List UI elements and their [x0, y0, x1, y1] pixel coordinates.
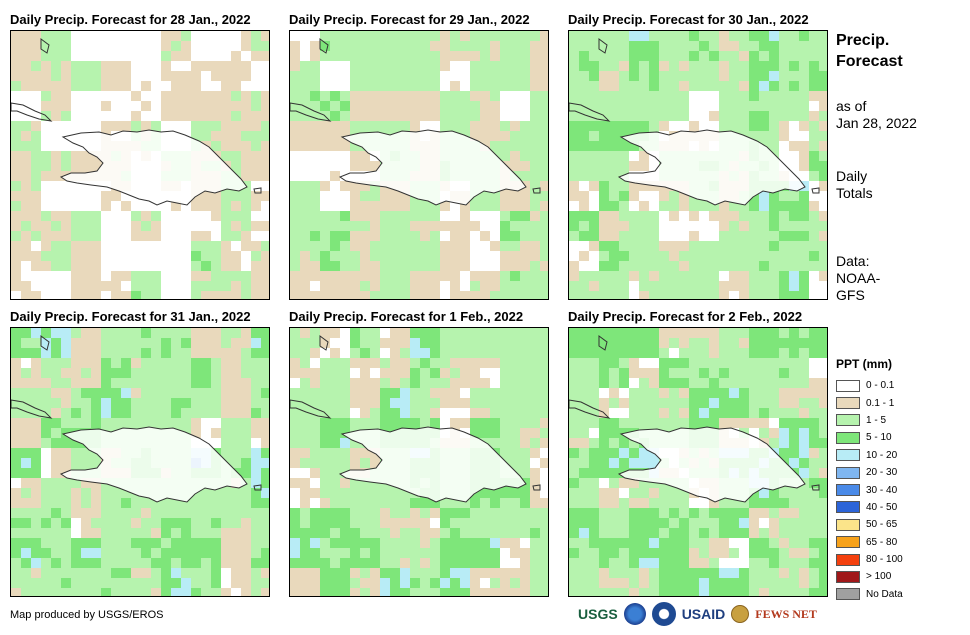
legend-item: 30 - 40 [836, 481, 903, 498]
legend-item: 10 - 20 [836, 447, 903, 464]
panel-title-6: Daily Precip. Forecast for 2 Feb., 2022 [568, 309, 803, 324]
legend-item: 65 - 80 [836, 534, 903, 551]
totals-note: Daily Totals [836, 168, 873, 202]
legend-item: 1 - 5 [836, 412, 903, 429]
legend-item: 40 - 50 [836, 499, 903, 516]
legend-swatch [836, 484, 860, 497]
legend-label: No Data [866, 588, 903, 600]
legend-item: 20 - 30 [836, 464, 903, 481]
legend-swatch [836, 414, 860, 427]
legend-item: 80 - 100 [836, 551, 903, 568]
legend-label: 30 - 40 [866, 484, 898, 496]
map-title: Precip. Forecast [836, 30, 903, 72]
legend-swatch [836, 379, 860, 392]
usaid-logo: USAID [681, 606, 726, 622]
legend-swatch [836, 466, 860, 479]
legend-title: PPT (mm) [836, 357, 893, 371]
legend-item: 50 - 65 [836, 516, 903, 533]
legend-swatch [836, 570, 860, 583]
forecast-map-1 [10, 30, 270, 300]
legend-label: 65 - 80 [866, 536, 898, 548]
legend-item: No Data [836, 586, 903, 603]
legend-label: 40 - 50 [866, 501, 898, 513]
usaid-seal-icon [651, 602, 676, 626]
panel-title-3: Daily Precip. Forecast for 30 Jan., 2022 [568, 12, 809, 27]
legend-swatch [836, 588, 860, 601]
map-title-line2: Forecast [836, 53, 903, 70]
fewsnet-logo: FEWS NET [755, 606, 817, 621]
legend-swatch [836, 397, 860, 410]
legend-item: 0.1 - 1 [836, 394, 903, 411]
legend-label: 1 - 5 [866, 414, 887, 426]
fewsnet-globe-icon [731, 605, 750, 623]
forecast-map-2 [289, 30, 549, 300]
legend-label: 10 - 20 [866, 449, 898, 461]
credit-text: Map produced by USGS/EROS [10, 609, 164, 621]
legend-swatch [836, 553, 860, 566]
totals-line2: Totals [836, 185, 873, 201]
totals-line1: Daily [836, 168, 868, 184]
legend-swatch [836, 431, 860, 444]
logo-strip: USGS USAID FEWS NET [578, 602, 817, 626]
legend: PPT (mm) 0 - 0.1 0.1 - 1 1 - 5 5 - 10 10 - 2… [836, 357, 903, 603]
usgs-logo: USGS [578, 606, 618, 622]
forecast-map-3 [568, 30, 828, 300]
legend-swatch [836, 536, 860, 549]
legend-label: 0.1 - 1 [866, 397, 895, 409]
panel-title-4: Daily Precip. Forecast for 31 Jan., 2022 [10, 309, 251, 324]
legend-swatch [836, 501, 860, 514]
panel-title-5: Daily Precip. Forecast for 1 Feb., 2022 [289, 309, 524, 324]
data-source-line1: Data: [836, 253, 870, 269]
legend-label: 50 - 65 [866, 519, 898, 531]
panel-title-1: Daily Precip. Forecast for 28 Jan., 2022 [10, 12, 251, 27]
legend-label: 80 - 100 [866, 554, 903, 566]
legend-label: 20 - 30 [866, 467, 898, 479]
as-of-label: as of [836, 98, 867, 114]
forecast-map-5 [289, 327, 549, 597]
legend-item: 0 - 0.1 [836, 377, 903, 394]
data-source-line3: GFS [836, 287, 865, 303]
map-title-line1: Precip. [836, 32, 890, 49]
forecast-map-4 [10, 327, 270, 597]
noaa-logo-icon [623, 603, 646, 625]
as-of-value: Jan 28, 2022 [836, 115, 917, 131]
forecast-map-6 [568, 327, 828, 597]
as-of-date: as of Jan 28, 2022 [836, 98, 917, 132]
panel-title-2: Daily Precip. Forecast for 29 Jan., 2022 [289, 12, 530, 27]
legend-item: > 100 [836, 568, 903, 585]
legend-swatch [836, 518, 860, 531]
legend-label: > 100 [866, 571, 892, 583]
legend-label: 0 - 0.1 [866, 380, 895, 392]
data-source-line2: NOAA- [836, 270, 881, 286]
legend-label: 5 - 10 [866, 432, 892, 444]
data-source: Data: NOAA- GFS [836, 253, 880, 304]
legend-swatch [836, 449, 860, 462]
legend-item: 5 - 10 [836, 429, 903, 446]
